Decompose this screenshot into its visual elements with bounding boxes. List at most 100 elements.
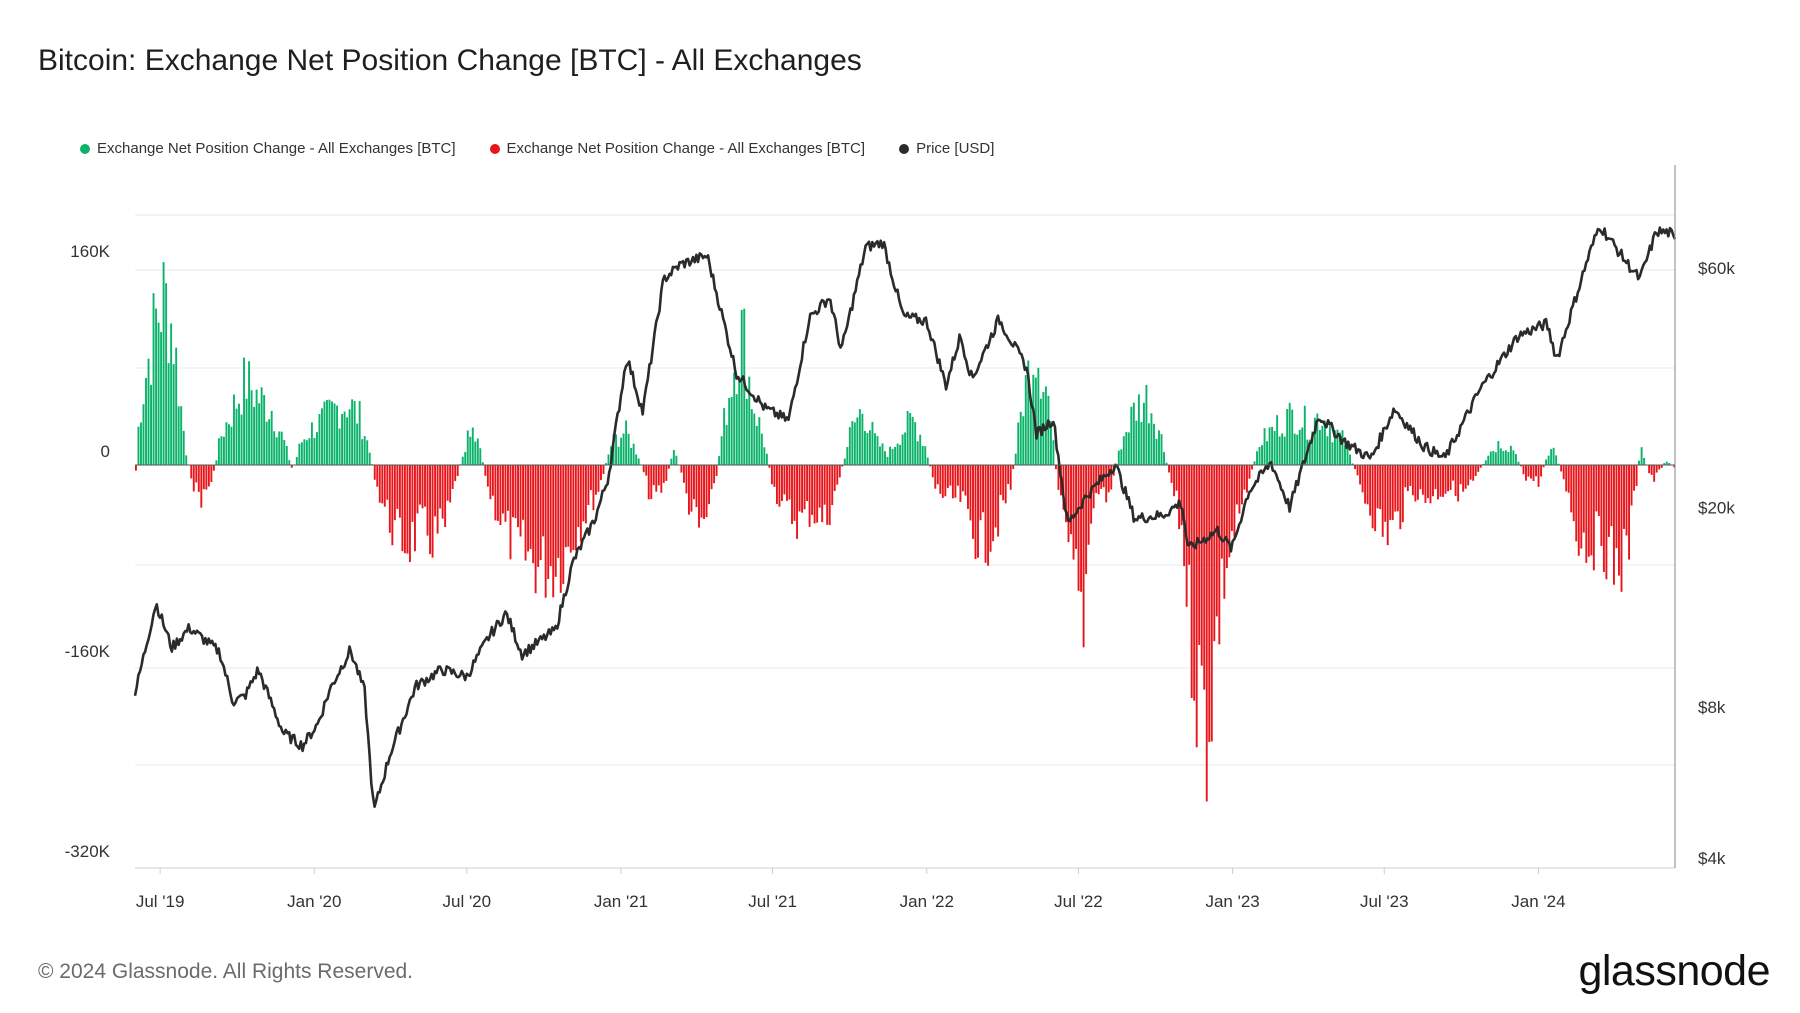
inflow-bar <box>217 438 220 465</box>
legend-item-inflow[interactable]: Exchange Net Position Change - All Excha… <box>80 140 456 157</box>
outflow-bar <box>770 465 773 485</box>
outflow-bar <box>1612 465 1615 585</box>
outflow-bar <box>514 465 517 519</box>
inflow-bar <box>323 401 326 465</box>
inflow-bar <box>1135 420 1138 465</box>
inflow-bar <box>268 419 271 465</box>
outflow-bar <box>1577 465 1580 556</box>
outflow-bar <box>1535 465 1537 477</box>
outflow-bar <box>403 465 406 554</box>
outflow-bar <box>1002 465 1005 501</box>
outflow-bar <box>791 465 793 525</box>
outflow-bar <box>1628 465 1630 560</box>
outflow-bar <box>1572 465 1575 522</box>
outflow-bar <box>1371 465 1374 529</box>
inflow-bar <box>740 309 743 465</box>
inflow-bar <box>245 398 248 465</box>
outflow-bar <box>703 465 705 520</box>
outflow-bar <box>1605 465 1608 580</box>
outflow-bar <box>1223 465 1226 599</box>
outflow-bar <box>682 465 685 483</box>
outflow-bar <box>1095 465 1098 494</box>
inflow-bar <box>1122 436 1125 465</box>
inflow-bar <box>758 417 761 465</box>
inflow-bar <box>738 378 741 465</box>
outflow-bar <box>1419 465 1422 490</box>
outflow-bar <box>667 465 670 469</box>
inflow-bar <box>632 443 635 465</box>
outflow-bar <box>961 465 964 492</box>
inflow-bar <box>670 458 673 465</box>
inflow-bar <box>479 448 482 465</box>
inflow-bar <box>901 434 904 465</box>
inflow-bar <box>718 456 721 465</box>
legend-label: Price [USD] <box>916 140 995 157</box>
inflow-bar <box>235 408 238 465</box>
inflow-bar <box>238 403 240 465</box>
outflow-bar <box>1477 465 1480 472</box>
inflow-bar <box>160 332 163 465</box>
outflow-bar <box>1366 465 1369 505</box>
inflow-bar <box>1278 436 1281 465</box>
outflow-bar <box>499 465 502 526</box>
outflow-bar <box>710 465 713 490</box>
outflow-bar <box>426 465 429 536</box>
outflow-bar <box>1610 465 1613 526</box>
outflow-bar <box>1208 465 1211 743</box>
outflow-bar <box>1009 465 1012 490</box>
inflow-bar <box>165 283 168 465</box>
axes: 160K 0 -160K -320K $60k $20k $8k $4k Jul '19 Jan … <box>65 165 1735 911</box>
inflow-bar <box>861 413 864 465</box>
x-axis-tick-label: Jul '21 <box>748 892 797 911</box>
inflow-bar <box>222 436 225 465</box>
outflow-bar <box>408 465 411 563</box>
outflow-bar <box>449 465 452 503</box>
outflow-bar <box>1085 465 1088 575</box>
outflow-bar <box>559 465 562 593</box>
outflow-bar <box>936 465 939 485</box>
outflow-bar <box>1228 465 1231 558</box>
outflow-bar <box>411 465 414 522</box>
outflow-bar <box>197 465 200 492</box>
inflow-bar <box>481 462 484 465</box>
outflow-bar <box>1054 465 1057 470</box>
right-axis-tick-label: $60k <box>1698 259 1735 278</box>
outflow-bar <box>1007 465 1010 485</box>
outflow-bar <box>207 465 210 487</box>
inflow-bar <box>1150 413 1153 465</box>
legend-item-price[interactable]: Price [USD] <box>899 140 994 157</box>
outflow-bar <box>524 465 527 561</box>
inflow-bar <box>1293 433 1296 465</box>
inflow-bar <box>1311 431 1314 465</box>
inflow-bar <box>904 432 907 465</box>
outflow-bar <box>600 465 602 481</box>
legend-item-outflow[interactable]: Exchange Net Position Change - All Excha… <box>489 140 865 157</box>
inflow-bar <box>1344 445 1346 465</box>
inflow-bar <box>730 396 733 465</box>
outflow-bar <box>1592 465 1595 571</box>
inflow-bar <box>1349 454 1351 465</box>
inflow-bar <box>288 460 291 465</box>
inflow-bar <box>298 443 301 465</box>
inflow-bar <box>313 437 316 465</box>
outflow-bar <box>1442 465 1444 497</box>
inflow-bar <box>856 417 859 465</box>
inflow-bar <box>763 447 766 465</box>
outflow-bar <box>393 465 396 521</box>
outflow-bar <box>1540 465 1543 477</box>
outflow-bar <box>1248 465 1251 479</box>
inflow-bar <box>150 384 152 465</box>
outflow-bar <box>562 465 565 584</box>
inflow-bar <box>1052 440 1055 465</box>
outflow-bar <box>979 465 982 521</box>
inflow-bar <box>1017 422 1020 465</box>
outflow-bar <box>378 465 381 503</box>
outflow-bar <box>1406 465 1409 492</box>
outflow-bar <box>803 465 806 510</box>
outflow-bar <box>564 465 567 548</box>
inflow-bar <box>464 451 467 465</box>
inflow-bar <box>876 436 879 465</box>
outflow-bar <box>1394 465 1397 512</box>
outflow-bar <box>416 465 419 514</box>
